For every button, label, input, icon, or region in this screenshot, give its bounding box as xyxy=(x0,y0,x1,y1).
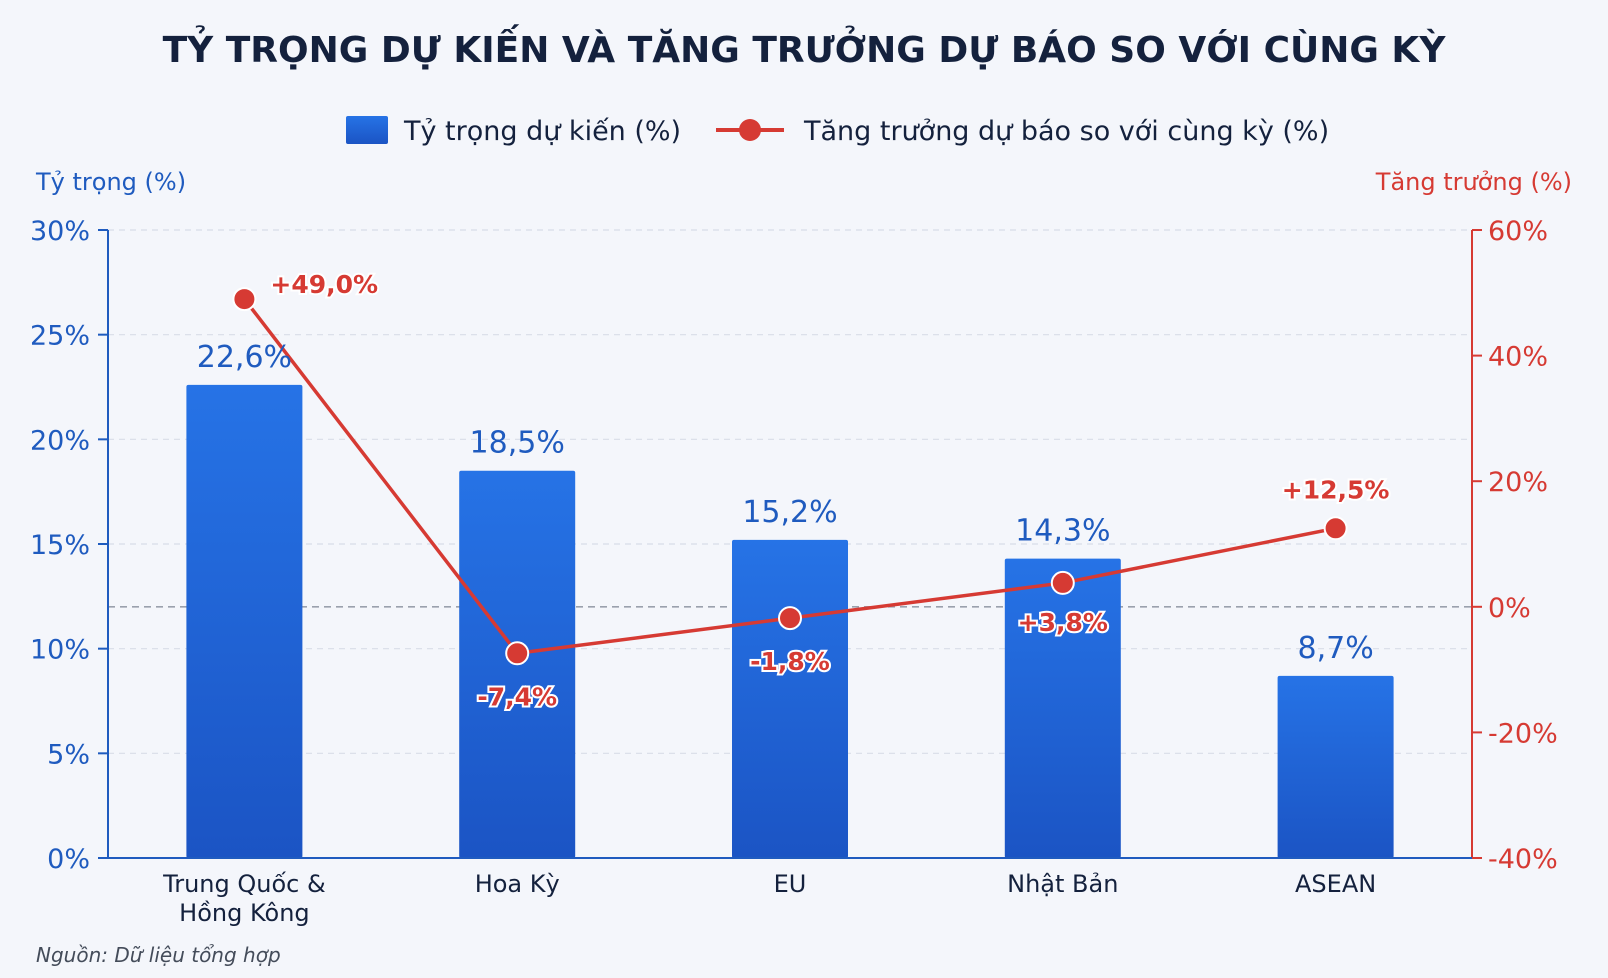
category-label: Nhật Bản xyxy=(1007,870,1118,898)
growth-value-label: +3,8% xyxy=(1018,608,1108,637)
category-label: EU xyxy=(774,870,807,898)
growth-point xyxy=(778,606,802,631)
left-tick-label: 10% xyxy=(30,635,90,666)
category-label: Trung Quốc & xyxy=(162,870,326,898)
bar xyxy=(186,384,303,858)
right-tick-label: 0% xyxy=(1488,593,1531,624)
right-tick-label: -40% xyxy=(1488,844,1558,875)
left-axis-label: Tỷ trọng (%) xyxy=(35,168,186,196)
legend-bar-label: Tỷ trọng dự kiến (%) xyxy=(403,116,681,147)
growth-point xyxy=(1050,570,1075,595)
growth-value-label: -7,4% xyxy=(477,682,557,711)
category-label: Hoa Kỳ xyxy=(475,870,560,898)
left-tick-label: 0% xyxy=(47,844,90,875)
left-tick-label: 15% xyxy=(30,530,90,561)
bar-value-label: 18,5% xyxy=(470,426,565,461)
left-tick-label: 25% xyxy=(30,321,90,352)
right-tick-label: 40% xyxy=(1488,342,1548,373)
bar xyxy=(1004,558,1121,858)
right-axis-label: Tăng trưởng (%) xyxy=(1375,168,1572,196)
growth-point xyxy=(232,287,257,312)
bar-value-label: 22,6% xyxy=(197,340,292,375)
growth-value-label: +12,5% xyxy=(1282,475,1390,504)
chart-title: TỶ TRỌNG DỰ KIẾN VÀ TĂNG TRƯỞNG DỰ BÁO S… xyxy=(163,24,1447,71)
growth-point xyxy=(1323,516,1348,541)
bar-value-label: 8,7% xyxy=(1297,631,1373,666)
source-note: Nguồn: Dữ liệu tổng hợp xyxy=(36,943,281,967)
right-tick-label: 20% xyxy=(1488,467,1548,498)
left-tick-label: 20% xyxy=(30,425,90,456)
bar-value-label: 15,2% xyxy=(742,495,837,530)
growth-value-label: -1,8% xyxy=(750,647,830,676)
growth-point xyxy=(505,641,530,666)
bar-value-label: 14,3% xyxy=(1015,514,1110,549)
left-tick-label: 30% xyxy=(30,216,90,247)
right-tick-label: 60% xyxy=(1488,216,1548,247)
growth-value-label: +49,0% xyxy=(270,270,378,299)
category-label: Hồng Kông xyxy=(179,899,309,927)
legend-bar-swatch xyxy=(346,116,388,144)
bar xyxy=(732,539,848,858)
legend-line-label: Tăng trưởng dự báo so với cùng kỳ (%) xyxy=(803,116,1329,147)
left-tick-label: 5% xyxy=(47,739,90,770)
bar xyxy=(1277,675,1394,858)
right-tick-label: -20% xyxy=(1488,718,1558,749)
category-label: ASEAN xyxy=(1295,870,1376,898)
legend-line-marker xyxy=(739,119,761,141)
